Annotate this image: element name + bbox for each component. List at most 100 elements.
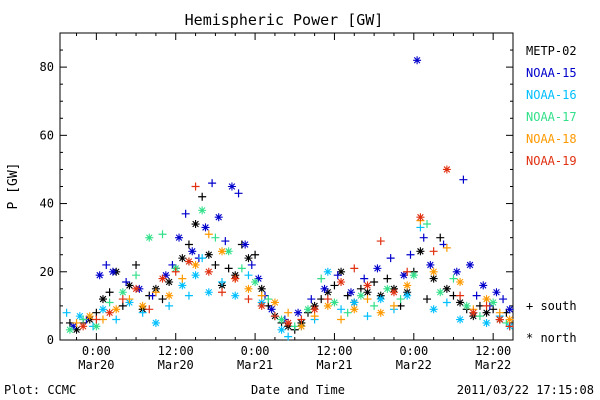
north-star-marker [489,298,498,307]
south-plus-marker [132,271,141,280]
legend-entry-metp-02: METP-02 [526,44,577,58]
south-plus-marker [191,182,200,191]
x-tick-date-label: Mar21 [237,358,273,372]
north-star-marker [158,274,167,283]
south-plus-marker [396,295,405,304]
north-star-marker [65,325,74,334]
north-star-marker [297,322,306,331]
south-plus-marker [472,291,481,300]
south-plus-marker [270,312,279,321]
north-star-marker [227,182,236,191]
north-star-marker [108,267,117,276]
south-plus-marker [370,278,379,287]
south-plus-marker [118,301,127,310]
north-star-marker [191,271,200,280]
north-star-marker [198,206,207,215]
x-tick-time-label: 12:00 [316,344,352,358]
south-plus-marker [112,315,121,324]
north-star-marker [323,301,332,310]
south-plus-marker [168,260,177,269]
north-star-marker [270,298,279,307]
north-star-marker [277,325,286,334]
south-plus-marker [105,298,114,307]
north-star-marker [138,301,147,310]
south-plus-marker [489,305,498,314]
south-plus-marker [317,274,326,283]
north-star-marker [303,305,312,314]
south-plus-marker [257,291,266,300]
north-star-marker [165,278,174,287]
north-star-marker [389,288,398,297]
north-star-marker [161,271,170,280]
south-plus-marker [475,312,484,321]
north-star-marker [466,260,475,269]
north-star-marker [191,220,200,229]
north-star-marker [178,254,187,263]
marker-legend: + south * north [526,299,577,345]
south-plus-marker [337,315,346,324]
south-plus-marker [330,281,339,290]
north-star-marker [277,315,286,324]
y-tick-label: 80 [40,60,54,74]
south-plus-marker [416,223,425,232]
north-star-marker [452,267,461,276]
marker-legend-south: + south [526,299,577,313]
north-star-marker [188,247,197,256]
south-plus-marker [171,267,180,276]
chart-title: Hemispheric Power [GW] [185,11,384,29]
north-star-marker [214,213,223,222]
x-axis-label: Date and Time [251,383,345,397]
data-points [62,56,514,341]
north-star-marker [469,308,478,317]
north-star-marker [151,318,160,327]
north-star-marker [145,233,154,242]
south-plus-marker [118,295,127,304]
south-plus-marker [158,295,167,304]
south-plus-marker [502,318,511,327]
south-plus-marker [350,264,359,273]
south-plus-marker [251,250,260,259]
north-star-marker [165,291,174,300]
north-star-marker [376,308,385,317]
south-plus-marker [198,254,207,263]
south-plus-marker [221,237,230,246]
south-plus-marker [423,295,432,304]
north-star-marker [363,288,372,297]
north-star-marker [75,312,84,321]
south-plus-marker [181,209,190,218]
x-tick-date-label: Mar22 [396,358,432,372]
south-plus-marker [224,264,233,273]
north-star-marker [244,254,253,263]
south-plus-marker [482,301,491,310]
north-star-marker [125,281,134,290]
south-plus-marker [92,315,101,324]
north-star-marker [79,322,88,331]
south-plus-marker [105,288,114,297]
south-plus-marker [442,298,451,307]
south-plus-marker [244,271,253,280]
north-star-marker [241,240,250,249]
x-tick-date-label: Mar20 [158,358,194,372]
x-tick-date-label: Mar21 [316,358,352,372]
south-plus-marker [383,274,392,283]
north-star-marker [426,260,435,269]
south-plus-marker [505,322,514,331]
south-plus-marker [386,254,395,263]
north-star-marker [112,305,121,314]
south-plus-marker [297,315,306,324]
north-star-marker [482,318,491,327]
south-plus-marker [333,271,342,280]
south-plus-marker [406,250,415,259]
south-plus-marker [218,278,227,287]
north-star-marker [456,298,465,307]
marker-legend-north: * north [526,331,577,345]
y-tick-label: 60 [40,128,54,142]
north-star-marker [251,278,260,287]
north-star-marker [330,298,339,307]
south-plus-marker [102,260,111,269]
north-star-marker [191,260,200,269]
north-star-marker [204,250,213,259]
south-plus-marker [204,230,213,239]
south-plus-marker [92,308,101,317]
